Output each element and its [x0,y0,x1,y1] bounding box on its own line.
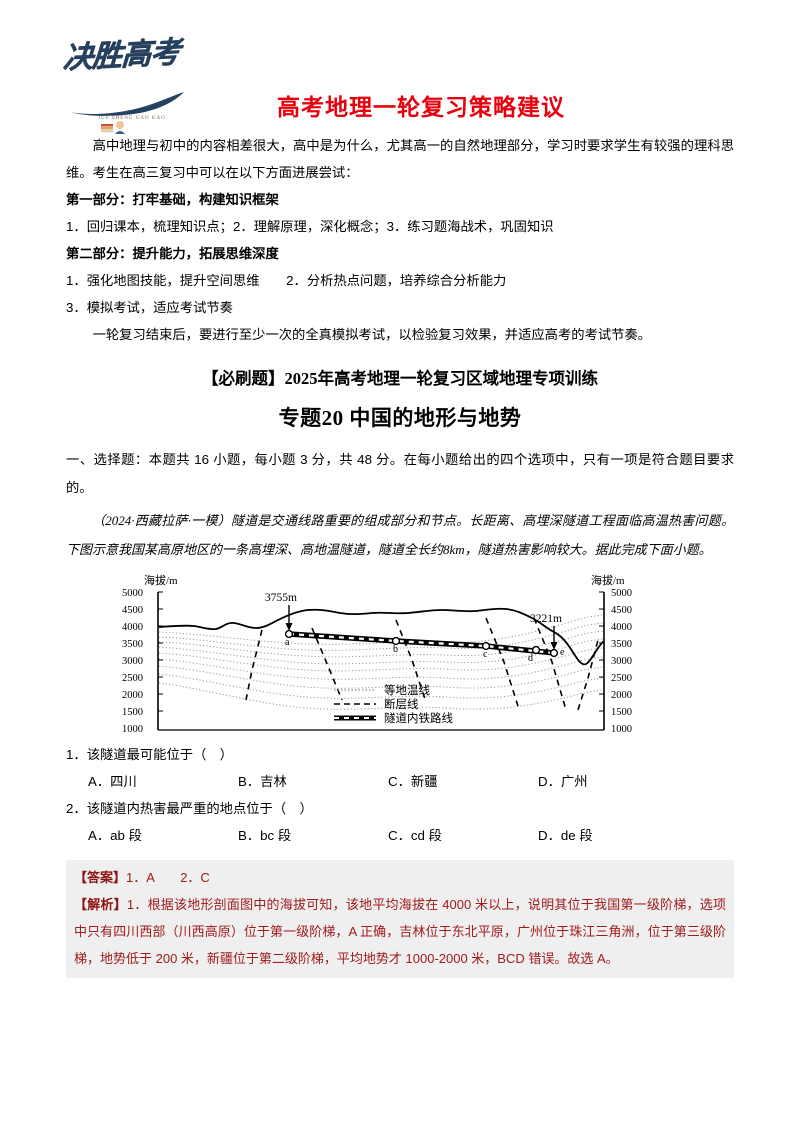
annotation-3221m: 3221m [530,613,562,650]
question-2-number: 2． [66,801,87,816]
svg-text:2500: 2500 [122,673,143,684]
answer-line: 【答案】1．A 2．C [74,864,726,891]
annotation-3755m: 3755m [265,592,297,631]
section-2-item-3: 3．模拟考试，适应考试节奏 [66,300,233,315]
question-2-option-a[interactable]: A．ab 段 [88,828,142,843]
svg-text:4500: 4500 [611,605,632,616]
svg-text:4500: 4500 [122,605,143,616]
legend-label-fault: 断层线 [384,697,419,711]
question-2-options: A．ab 段 B．bc 段 C．cd 段 D．de 段 [66,822,734,850]
document-body: 高中地理与初中的内容相差很大，高中是为什么，尤其高一的自然地理部分，学习时要求学… [66,132,734,978]
question-1-option-d[interactable]: D．广州 [538,774,588,789]
y-axis-label-right: 海拔/m [591,573,625,587]
y-axis-ticks-right: 5000 4500 4000 3500 3000 2500 2000 1500 … [611,588,632,735]
svg-text:1500: 1500 [611,707,632,718]
svg-text:2500: 2500 [611,673,632,684]
legend-label-railway: 隧道内铁路线 [384,711,453,725]
question-2-body: 该隧道内热害最严重的地点位于（ ） [86,801,313,816]
terrain-profile-figure: 海拔/m 海拔/m 5000 4500 4000 3500 3000 2500 … [66,570,734,742]
svg-text:3221m: 3221m [530,613,562,625]
section-2-title: 第二部分：提升能力，拓展思维深度 [66,246,279,261]
y-axis-label-left: 海拔/m [144,573,178,587]
terrain-profile-chart: 海拔/m 海拔/m 5000 4500 4000 3500 3000 2500 … [122,573,632,735]
svg-text:1000: 1000 [122,724,143,735]
answer-tag: 【答案】 [74,870,127,885]
intro-paragraph: 高中地理与初中的内容相差很大，高中是为什么，尤其高一的自然地理部分，学习时要求学… [66,138,734,180]
figure-legend: 等地温线 断层线 隧道内铁路线 [334,683,453,725]
question-2-option-c[interactable]: C．cd 段 [388,828,442,843]
question-1-option-c[interactable]: C．新疆 [388,774,438,789]
page-header: 决胜高考 JUE SHENG GAO KAO 高考地理一轮复习策略建议 [0,0,794,134]
svg-text:5000: 5000 [611,588,632,599]
y-axis-ticks-left: 5000 4500 4000 3500 3000 2500 2000 1500 … [122,588,143,735]
section-1-title: 第一部分：打牢基础，构建知识框架 [66,192,279,207]
svg-text:3000: 3000 [122,656,143,667]
svg-text:3500: 3500 [611,639,632,650]
svg-text:d: d [528,653,533,664]
svg-text:a: a [285,637,290,648]
fault-lines [245,617,599,711]
surface-topography-line [158,607,604,666]
analysis-line: 【解析】1．根据该地形剖面图中的海拔可知，该地平均海拔在 4000 米以上，说明… [74,891,726,972]
section-1-items: 1．回归课本，梳理知识点；2．理解原理，深化概念；3．练习题海战术，巩固知识 [66,219,554,234]
tunnel-point-labels: a b c d e [285,637,565,664]
question-2-text: 2．该隧道内热害最严重的地点位于（ ） [66,796,734,822]
site-logo: 决胜高考 JUE SHENG GAO KAO [62,36,190,136]
answer-value: 1．A 2．C [126,870,210,885]
svg-text:5000: 5000 [122,588,143,599]
analysis-value: 1．根据该地形剖面图中的海拔可知，该地平均海拔在 4000 米以上，说明其位于我… [74,897,726,966]
question-2-option-b[interactable]: B．bc 段 [238,828,292,843]
section-2-items: 1．强化地图技能，提升空间思维 2．分析热点问题，培养综合分析能力 [66,273,507,288]
section-instructions: 一、选择题：本题共 16 小题，每小题 3 分，共 48 分。在每小题给出的四个… [66,452,734,495]
svg-text:b: b [393,644,398,655]
logo-wordmark: 决胜高考 [61,35,181,75]
svg-text:1500: 1500 [122,707,143,718]
svg-text:c: c [483,649,488,660]
svg-text:4000: 4000 [122,622,143,633]
svg-text:2000: 2000 [611,690,632,701]
question-1-option-a[interactable]: A．四川 [88,774,137,789]
question-1-number: 1． [66,747,87,762]
analysis-tag: 【解析】 [74,897,127,912]
question-1-text: 1．该隧道最可能位于（ ） [66,742,734,768]
question-1-body: 该隧道最可能位于（ ） [86,747,233,762]
exam-heading-line-2: 专题20 中国的地形与地势 [278,406,522,430]
question-stem: （2024·西藏拉萨·一模）隧道是交通线路重要的组成部分和节点。长距离、高埋深隧… [66,513,734,557]
exam-heading-line-1: 【必刷题】2025年高考地理一轮复习区域地理专项训练 [202,369,598,388]
question-1-options: A．四川 B．吉林 C．新疆 D．广州 [66,768,734,796]
svg-text:e: e [560,647,565,658]
geothermal-isotherm-lines [158,614,604,710]
page-title: 高考地理一轮复习策略建议 [277,94,565,120]
logo-subtitle: JUE SHENG GAO KAO [98,116,166,121]
book-icon [101,121,125,134]
svg-text:2000: 2000 [122,690,143,701]
question-2-option-d[interactable]: D．de 段 [538,828,593,843]
svg-text:3000: 3000 [611,656,632,667]
svg-text:3755m: 3755m [265,592,297,604]
svg-text:3500: 3500 [122,639,143,650]
logo-swoosh-icon [70,92,184,116]
intro-closing-paragraph: 一轮复习结束后，要进行至少一次的全真模拟考试，以检验复习效果，并适应高考的考试节… [92,327,652,342]
answer-analysis-block: 【答案】1．A 2．C 【解析】1．根据该地形剖面图中的海拔可知，该地平均海拔在… [66,860,734,978]
question-1-option-b[interactable]: B．吉林 [238,774,287,789]
svg-text:4000: 4000 [611,622,632,633]
tunnel-railway-line [288,631,555,656]
legend-label-isotherm: 等地温线 [384,683,430,697]
svg-text:1000: 1000 [611,724,632,735]
